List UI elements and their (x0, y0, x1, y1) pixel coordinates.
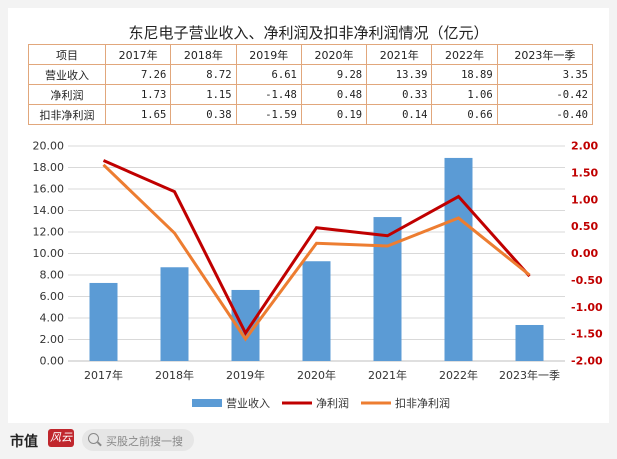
search-icon (88, 433, 99, 444)
series-line-净利润 (102, 159, 531, 337)
brand-logo-script: 风云 (48, 429, 74, 447)
legend-label: 扣非净利润 (395, 396, 450, 410)
y-left-tick-label: 4.00 (40, 312, 65, 325)
search-placeholder: 买股之前搜一搜 (106, 435, 183, 448)
search-box[interactable]: 买股之前搜一搜 (82, 429, 194, 451)
table-header-cell: 2020年 (300, 44, 368, 65)
table-cell: -1.48 (235, 84, 302, 105)
table-cell: -0.40 (496, 104, 594, 125)
table-cell: 6.61 (235, 64, 302, 85)
legend-label: 营业收入 (226, 396, 270, 410)
x-tick-label: 2023年一季 (499, 368, 560, 382)
table-row: 扣非净利润 1.65 0.38 -1.59 0.19 0.14 0.66 -0.… (28, 104, 594, 125)
chart-title: 东尼电子营业收入、净利润及扣非净利润情况（亿元） (128, 24, 489, 42)
y-left-tick-label: 20.00 (33, 140, 65, 153)
table-cell: 3.35 (496, 64, 594, 85)
y-right-tick-label: 2.00 (571, 140, 598, 153)
row-label: 净利润 (28, 84, 106, 105)
legend-label: 净利润 (316, 396, 349, 410)
y-left-tick-label: 10.00 (33, 247, 65, 260)
table-cell: 0.66 (431, 104, 498, 125)
y-right-tick-label: -1.00 (571, 301, 603, 314)
y-left-tick-label: 14.00 (33, 204, 65, 217)
table-cell: 0.48 (300, 84, 368, 105)
table-header-cell: 2023年一季 (496, 44, 594, 65)
x-tick-label: 2021年 (368, 368, 407, 382)
bar-2020年 (302, 261, 331, 361)
y-right-tick-label: 0.50 (571, 220, 598, 233)
y-left-tick-label: 18.00 (33, 161, 65, 174)
table-header-row: 项目 2017年 2018年 2019年 2020年 2021年 2022年 2… (28, 44, 594, 65)
series-line-扣非净利润 (102, 163, 531, 342)
y-right-tick-label: 1.50 (571, 166, 598, 179)
y-left-tick-label: 2.00 (40, 333, 65, 346)
y-left-tick-label: 6.00 (40, 290, 65, 303)
x-tick-label: 2022年 (439, 368, 478, 382)
bar-2021年 (373, 217, 402, 361)
table-header-cell: 2019年 (235, 44, 302, 65)
table-row: 净利润 1.73 1.15 -1.48 0.48 0.33 1.06 -0.42 (28, 84, 594, 105)
y-left-tick-label: 12.00 (33, 226, 65, 239)
legend-swatch (192, 399, 222, 407)
brand-logo: 市值 (10, 434, 38, 450)
y-left-tick-label: 16.00 (33, 183, 65, 196)
y-left-tick-label: 0.00 (40, 355, 65, 368)
y-right-tick-label: 0.00 (571, 247, 598, 260)
data-table: 项目 2017年 2018年 2019年 2020年 2021年 2022年 2… (28, 44, 594, 125)
bar-2018年 (160, 267, 189, 361)
row-label: 扣非净利润 (28, 104, 106, 125)
y-right-tick-label: -1.50 (571, 328, 603, 341)
y-right-tick-label: 1.00 (571, 193, 598, 206)
bar-2022年 (444, 157, 473, 361)
table-cell: 0.19 (300, 104, 368, 125)
table-cell: 1.15 (170, 84, 237, 105)
table-row: 营业收入 7.26 8.72 6.61 9.28 13.39 18.89 3.3… (28, 64, 594, 85)
bar-2023年一季 (515, 324, 544, 361)
bar-2017年 (89, 282, 118, 361)
row-label: 营业收入 (28, 64, 106, 85)
x-tick-label: 2017年 (84, 368, 123, 382)
y-left-tick-label: 8.00 (40, 269, 65, 282)
y-right-tick-label: -2.00 (571, 355, 603, 368)
y-right-tick-label: -0.50 (571, 274, 603, 287)
table-cell: 1.65 (104, 104, 172, 125)
x-tick-label: 2018年 (155, 368, 194, 382)
x-tick-label: 2020年 (297, 368, 336, 382)
footer-bar: 市值 风云 买股之前搜一搜 (0, 423, 617, 459)
combo-chart: 20.00 18.00 16.00 14.00 12.00 10.00 8.00 6.00 4.… (33, 140, 604, 411)
table-cell: 0.38 (170, 104, 237, 125)
x-tick-label: 2019年 (226, 368, 265, 382)
table-cell: 18.89 (431, 64, 498, 85)
table-cell: -1.59 (235, 104, 302, 125)
